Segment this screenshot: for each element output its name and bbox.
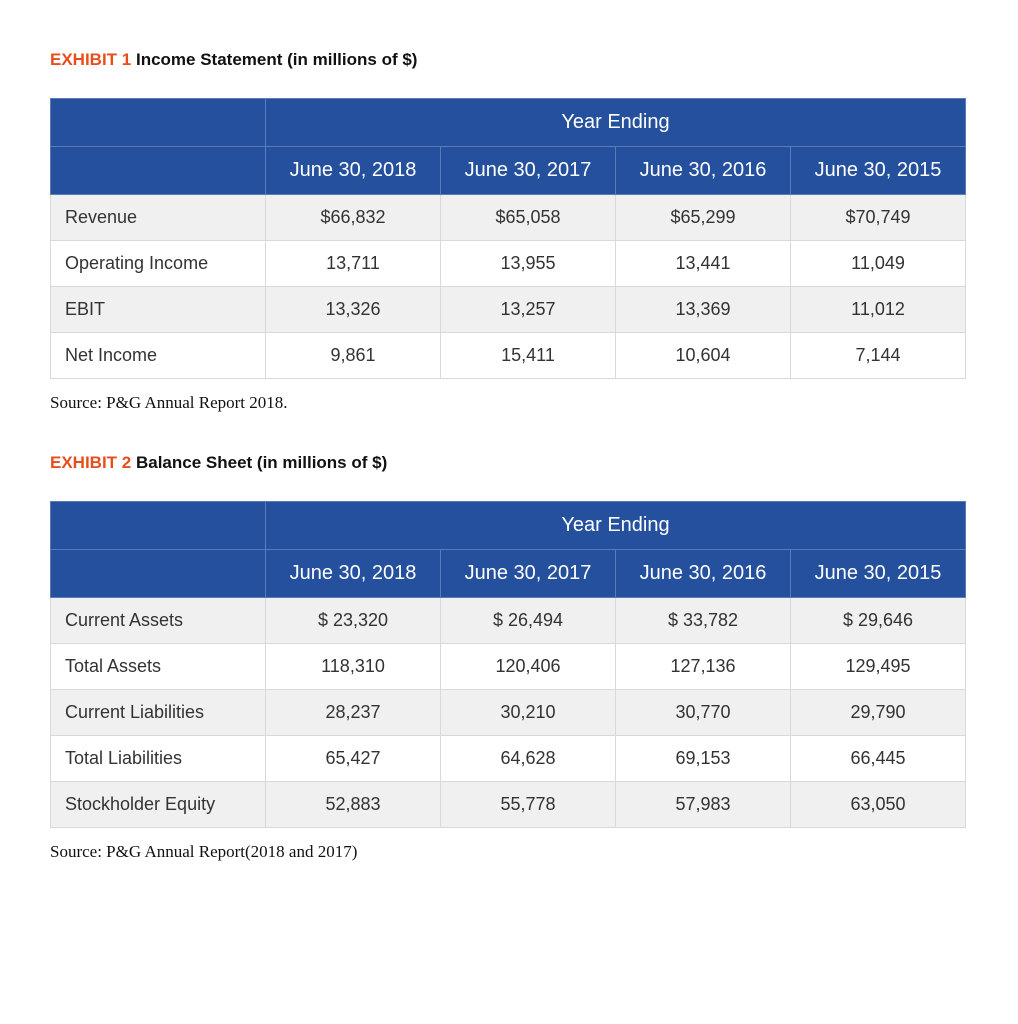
col-header: June 30, 2016: [616, 550, 791, 598]
cell: 52,883: [266, 782, 441, 828]
col-header: June 30, 2015: [791, 550, 966, 598]
cell: 65,427: [266, 736, 441, 782]
cell: 30,210: [441, 690, 616, 736]
table-row: Current Liabilities 28,237 30,210 30,770…: [51, 690, 966, 736]
table-row: Total Assets 118,310 120,406 127,136 129…: [51, 644, 966, 690]
exhibit2-title: Balance Sheet (in millions of $): [131, 453, 387, 472]
cell: 28,237: [266, 690, 441, 736]
exhibit2-label: EXHIBIT 2: [50, 453, 131, 472]
cell: 69,153: [616, 736, 791, 782]
table-row: Stockholder Equity 52,883 55,778 57,983 …: [51, 782, 966, 828]
table-row: Revenue $66,832 $65,058 $65,299 $70,749: [51, 195, 966, 241]
table-row: Current Assets $ 23,320 $ 26,494 $ 33,78…: [51, 598, 966, 644]
cell: $65,299: [616, 195, 791, 241]
cell: $ 26,494: [441, 598, 616, 644]
cell: 13,955: [441, 241, 616, 287]
row-label: Stockholder Equity: [51, 782, 266, 828]
cell: $70,749: [791, 195, 966, 241]
col-header: June 30, 2015: [791, 147, 966, 195]
cell: 9,861: [266, 333, 441, 379]
cell: $ 33,782: [616, 598, 791, 644]
col-header: June 30, 2017: [441, 550, 616, 598]
cell: 13,441: [616, 241, 791, 287]
table-header-row-1: Year Ending: [51, 99, 966, 147]
col-header: June 30, 2016: [616, 147, 791, 195]
row-label: Total Assets: [51, 644, 266, 690]
row-label: EBIT: [51, 287, 266, 333]
cell: 11,049: [791, 241, 966, 287]
header-blank: [51, 550, 266, 598]
cell: 7,144: [791, 333, 966, 379]
cell: 64,628: [441, 736, 616, 782]
cell: 127,136: [616, 644, 791, 690]
header-blank: [51, 99, 266, 147]
cell: 15,411: [441, 333, 616, 379]
cell: $65,058: [441, 195, 616, 241]
cell: 13,369: [616, 287, 791, 333]
col-header: June 30, 2018: [266, 147, 441, 195]
balance-sheet-table: Year Ending June 30, 2018 June 30, 2017 …: [50, 501, 966, 828]
table-header-row-1: Year Ending: [51, 502, 966, 550]
table-row: Operating Income 13,711 13,955 13,441 11…: [51, 241, 966, 287]
cell: 11,012: [791, 287, 966, 333]
cell: 13,257: [441, 287, 616, 333]
col-header: June 30, 2017: [441, 147, 616, 195]
cell: 66,445: [791, 736, 966, 782]
exhibit1-source: Source: P&G Annual Report 2018.: [50, 393, 968, 413]
header-blank: [51, 147, 266, 195]
cell: 129,495: [791, 644, 966, 690]
cell: 118,310: [266, 644, 441, 690]
cell: 30,770: [616, 690, 791, 736]
table-header-row-2: June 30, 2018 June 30, 2017 June 30, 201…: [51, 550, 966, 598]
table-row: EBIT 13,326 13,257 13,369 11,012: [51, 287, 966, 333]
table-row: Net Income 9,861 15,411 10,604 7,144: [51, 333, 966, 379]
table-row: Total Liabilities 65,427 64,628 69,153 6…: [51, 736, 966, 782]
cell: 57,983: [616, 782, 791, 828]
row-label: Current Assets: [51, 598, 266, 644]
cell: 29,790: [791, 690, 966, 736]
table-header-row-2: June 30, 2018 June 30, 2017 June 30, 201…: [51, 147, 966, 195]
exhibit1-title: Income Statement (in millions of $): [131, 50, 417, 69]
cell: 120,406: [441, 644, 616, 690]
header-blank: [51, 502, 266, 550]
row-label: Net Income: [51, 333, 266, 379]
row-label: Operating Income: [51, 241, 266, 287]
exhibit2-source: Source: P&G Annual Report(2018 and 2017): [50, 842, 968, 862]
cell: $ 29,646: [791, 598, 966, 644]
cell: $ 23,320: [266, 598, 441, 644]
cell: $66,832: [266, 195, 441, 241]
row-label: Total Liabilities: [51, 736, 266, 782]
super-header: Year Ending: [266, 502, 966, 550]
income-statement-table: Year Ending June 30, 2018 June 30, 2017 …: [50, 98, 966, 379]
super-header: Year Ending: [266, 99, 966, 147]
row-label: Current Liabilities: [51, 690, 266, 736]
cell: 55,778: [441, 782, 616, 828]
row-label: Revenue: [51, 195, 266, 241]
cell: 13,326: [266, 287, 441, 333]
col-header: June 30, 2018: [266, 550, 441, 598]
exhibit1-label: EXHIBIT 1: [50, 50, 131, 69]
cell: 63,050: [791, 782, 966, 828]
exhibit2-heading: EXHIBIT 2 Balance Sheet (in millions of …: [50, 453, 968, 473]
exhibit1-heading: EXHIBIT 1 Income Statement (in millions …: [50, 50, 968, 70]
cell: 13,711: [266, 241, 441, 287]
cell: 10,604: [616, 333, 791, 379]
